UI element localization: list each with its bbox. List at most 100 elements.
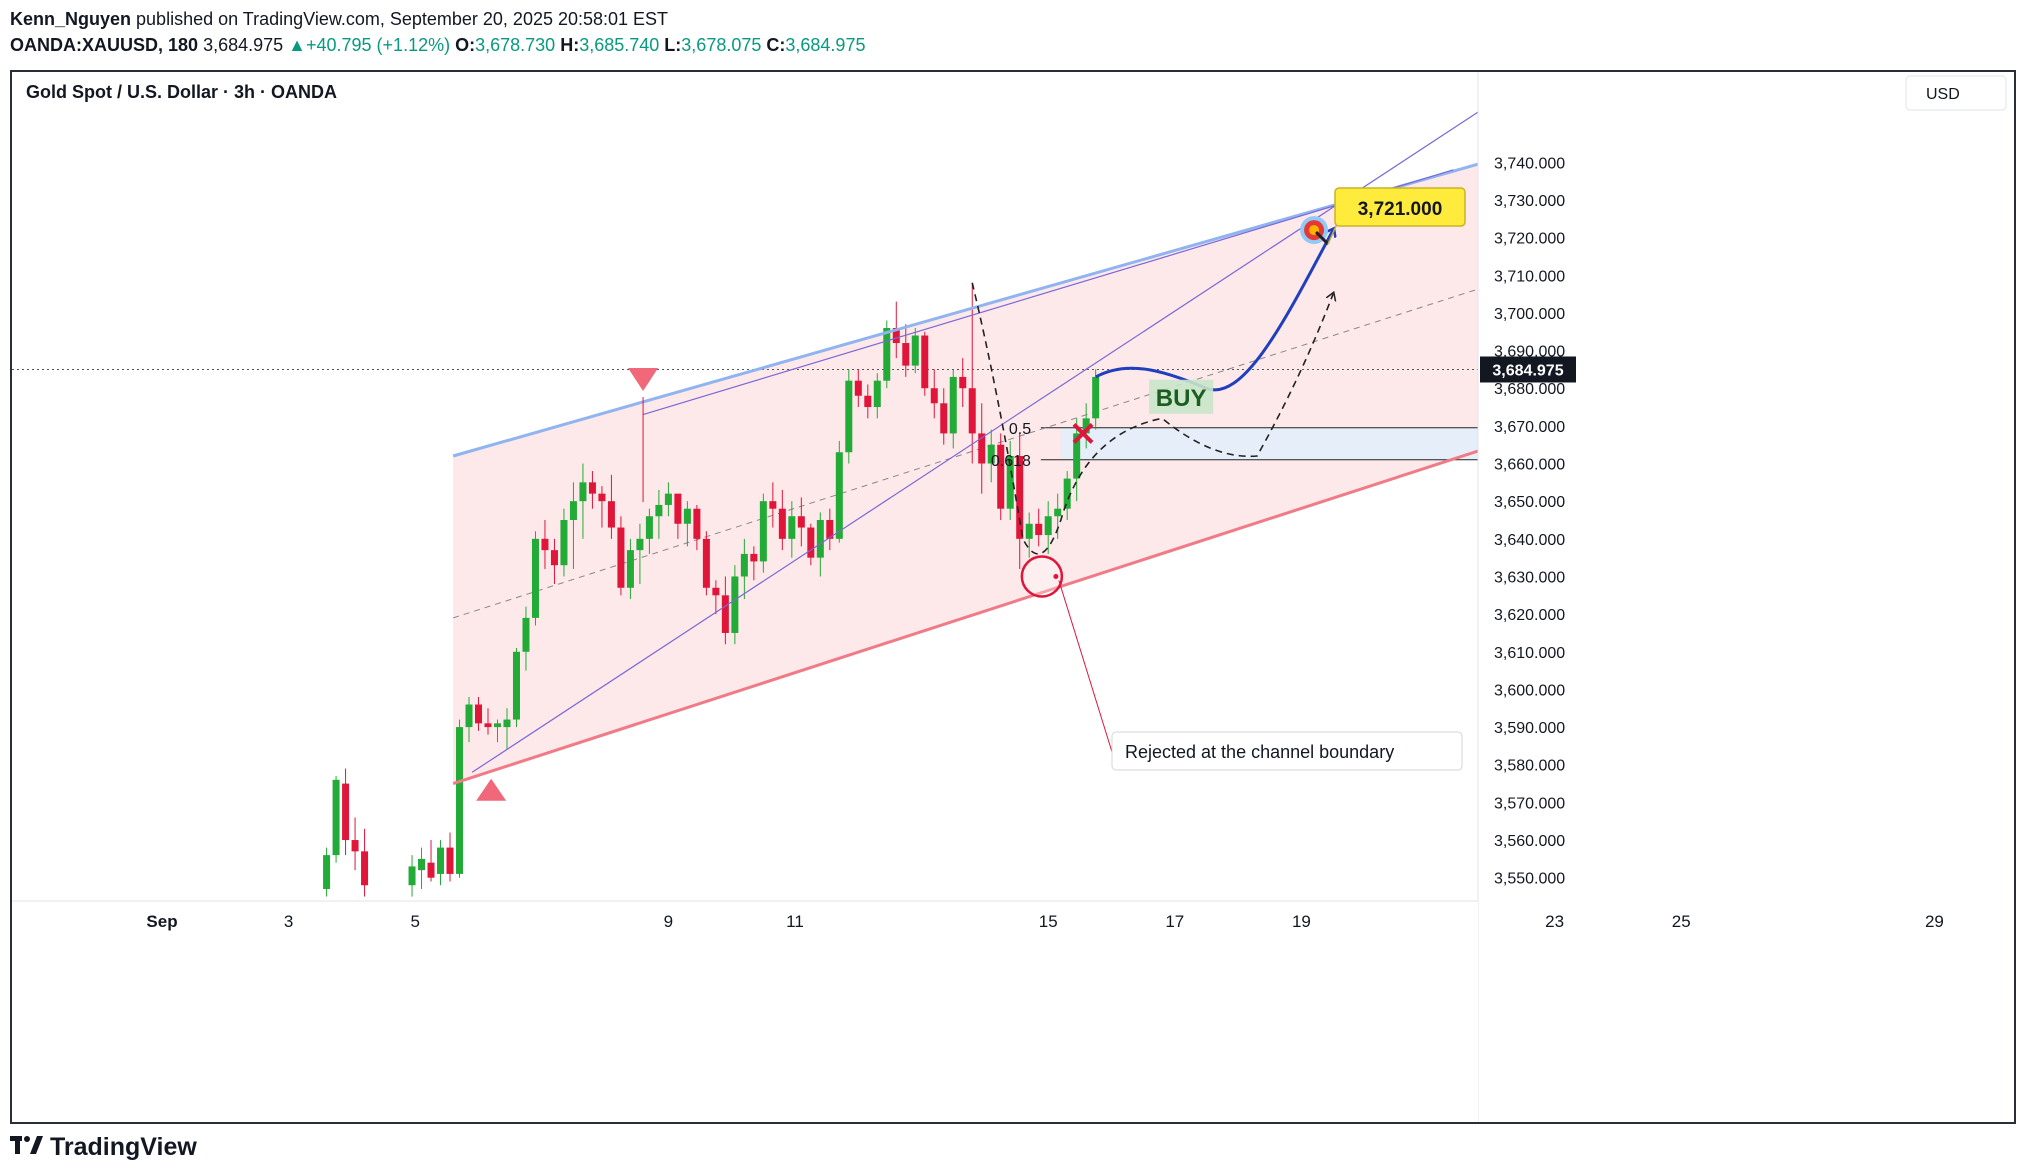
- candle: [475, 704, 482, 724]
- candle: [911, 335, 919, 366]
- target-price-label: 3,721.000: [1358, 199, 1443, 220]
- candle: [560, 520, 568, 566]
- candle: [550, 550, 558, 566]
- candle: [1073, 433, 1081, 479]
- candle: [683, 508, 691, 524]
- candle: [1025, 523, 1033, 539]
- candle: [484, 723, 492, 728]
- y-tick-label: 3,620.000: [1494, 607, 1565, 624]
- candle: [332, 779, 340, 856]
- chart-header: Kenn_Nguyen published on TradingView.com…: [10, 6, 865, 58]
- channel-lower-line[interactable]: [452, 443, 1499, 785]
- target-badge[interactable]: [1334, 187, 1466, 227]
- candle: [503, 719, 511, 728]
- candle: [740, 553, 748, 577]
- candle: [541, 538, 549, 551]
- buy-badge[interactable]: [1149, 379, 1214, 414]
- candle: [835, 452, 843, 539]
- candle: [902, 343, 910, 366]
- y-tick-label: 3,680.000: [1494, 381, 1565, 398]
- y-tick-label: 3,590.000: [1494, 720, 1565, 737]
- candle: [674, 493, 682, 524]
- candle: [323, 855, 331, 889]
- candle: [664, 493, 672, 505]
- candle: [465, 704, 473, 728]
- candle: [750, 553, 758, 562]
- chart-title: Gold Spot / U.S. Dollar · 3h · OANDA: [26, 82, 337, 102]
- price-axis[interactable]: [1478, 72, 2014, 1122]
- candle: [702, 538, 710, 588]
- y-tick-label: 3,560.000: [1494, 833, 1565, 850]
- candle: [1035, 523, 1043, 536]
- buy-label: BUY: [1156, 385, 1207, 412]
- y-tick-label: 3,650.000: [1494, 494, 1565, 511]
- fib-level-label: 0.618: [991, 453, 1031, 470]
- y-tick-label: 3,720.000: [1494, 231, 1565, 248]
- candle: [959, 376, 967, 389]
- high-label: H:: [560, 35, 580, 55]
- x-tick-label: 23: [1545, 912, 1564, 931]
- candle: [788, 516, 796, 539]
- rejection-connector: [1058, 580, 1113, 753]
- time-axis[interactable]: [12, 901, 1478, 1122]
- tradingview-logo[interactable]: TradingView: [10, 1133, 197, 1162]
- candle: [437, 847, 445, 874]
- candle: [655, 504, 663, 517]
- candle: [569, 501, 577, 521]
- candle: [588, 482, 596, 494]
- price-change: +40.795 (+1.12%): [305, 35, 451, 55]
- y-tick-label: 3,730.000: [1494, 193, 1565, 210]
- candle: [408, 866, 416, 886]
- y-tick-label: 3,700.000: [1494, 306, 1565, 323]
- tradingview-logo-icon: [10, 1134, 44, 1162]
- chart-frame[interactable]: 0.5 0.618 Rejected at the channel boundary…: [10, 70, 2016, 1124]
- candle: [418, 858, 426, 871]
- ohlc-line: OANDA:XAUUSD, 180 3,684.975 ▲+40.795 (+1…: [10, 32, 865, 58]
- swing-high-marker: [628, 368, 659, 392]
- x-tick-label: Sep: [146, 912, 177, 931]
- currency-button[interactable]: USD: [1905, 75, 2007, 111]
- swing-low-marker: [476, 778, 507, 801]
- y-tick-label: 3,660.000: [1494, 457, 1565, 474]
- y-tick-label: 3,610.000: [1494, 645, 1565, 662]
- y-tick-label: 3,580.000: [1494, 758, 1565, 775]
- candle: [1063, 478, 1071, 509]
- x-tick-label: 11: [786, 912, 804, 931]
- symbol-label[interactable]: OANDA:XAUUSD, 180: [10, 35, 199, 55]
- price-chart[interactable]: 0.5 0.618 Rejected at the channel boundary…: [12, 72, 2014, 1122]
- candle: [531, 538, 539, 618]
- candle: [712, 587, 720, 596]
- candle: [493, 723, 501, 728]
- rejection-dot: [1053, 573, 1059, 579]
- low-label: L:: [664, 35, 682, 55]
- projection-path[interactable]: [1094, 230, 1333, 392]
- candle: [1044, 516, 1052, 536]
- candle: [626, 550, 634, 588]
- candle: [607, 501, 615, 528]
- x-tick-label: 15: [1039, 912, 1058, 931]
- alternative-path: [971, 282, 1333, 555]
- candle: [987, 444, 995, 464]
- up-arrow-icon: ▲: [288, 35, 306, 55]
- trend-line[interactable]: [471, 72, 1573, 773]
- y-tick-label: 3,550.000: [1494, 871, 1565, 888]
- target-dart: [1314, 231, 1330, 246]
- trend-line[interactable]: [642, 169, 1454, 416]
- candle: [997, 444, 1005, 509]
- y-tick-label: 3,630.000: [1494, 569, 1565, 586]
- candle: [731, 576, 739, 633]
- candle: [978, 433, 986, 464]
- rejection-circle[interactable]: [1020, 555, 1064, 598]
- y-tick-label: 3,740.000: [1494, 155, 1565, 172]
- rejection-label: Rejected at the channel boundary: [1125, 742, 1394, 762]
- channel-upper-line[interactable]: [452, 157, 1499, 458]
- author-name[interactable]: Kenn_Nguyen: [10, 9, 132, 29]
- publish-line: Kenn_Nguyen published on TradingView.com…: [10, 6, 865, 32]
- rejection-callout: [1111, 731, 1463, 771]
- candle: [1006, 455, 1014, 509]
- candle: [522, 617, 530, 652]
- y-tick-label: 3,570.000: [1494, 795, 1565, 812]
- high-value: 3,685.740: [579, 35, 660, 55]
- candle: [512, 651, 520, 720]
- x-tick-label: 3: [284, 912, 293, 931]
